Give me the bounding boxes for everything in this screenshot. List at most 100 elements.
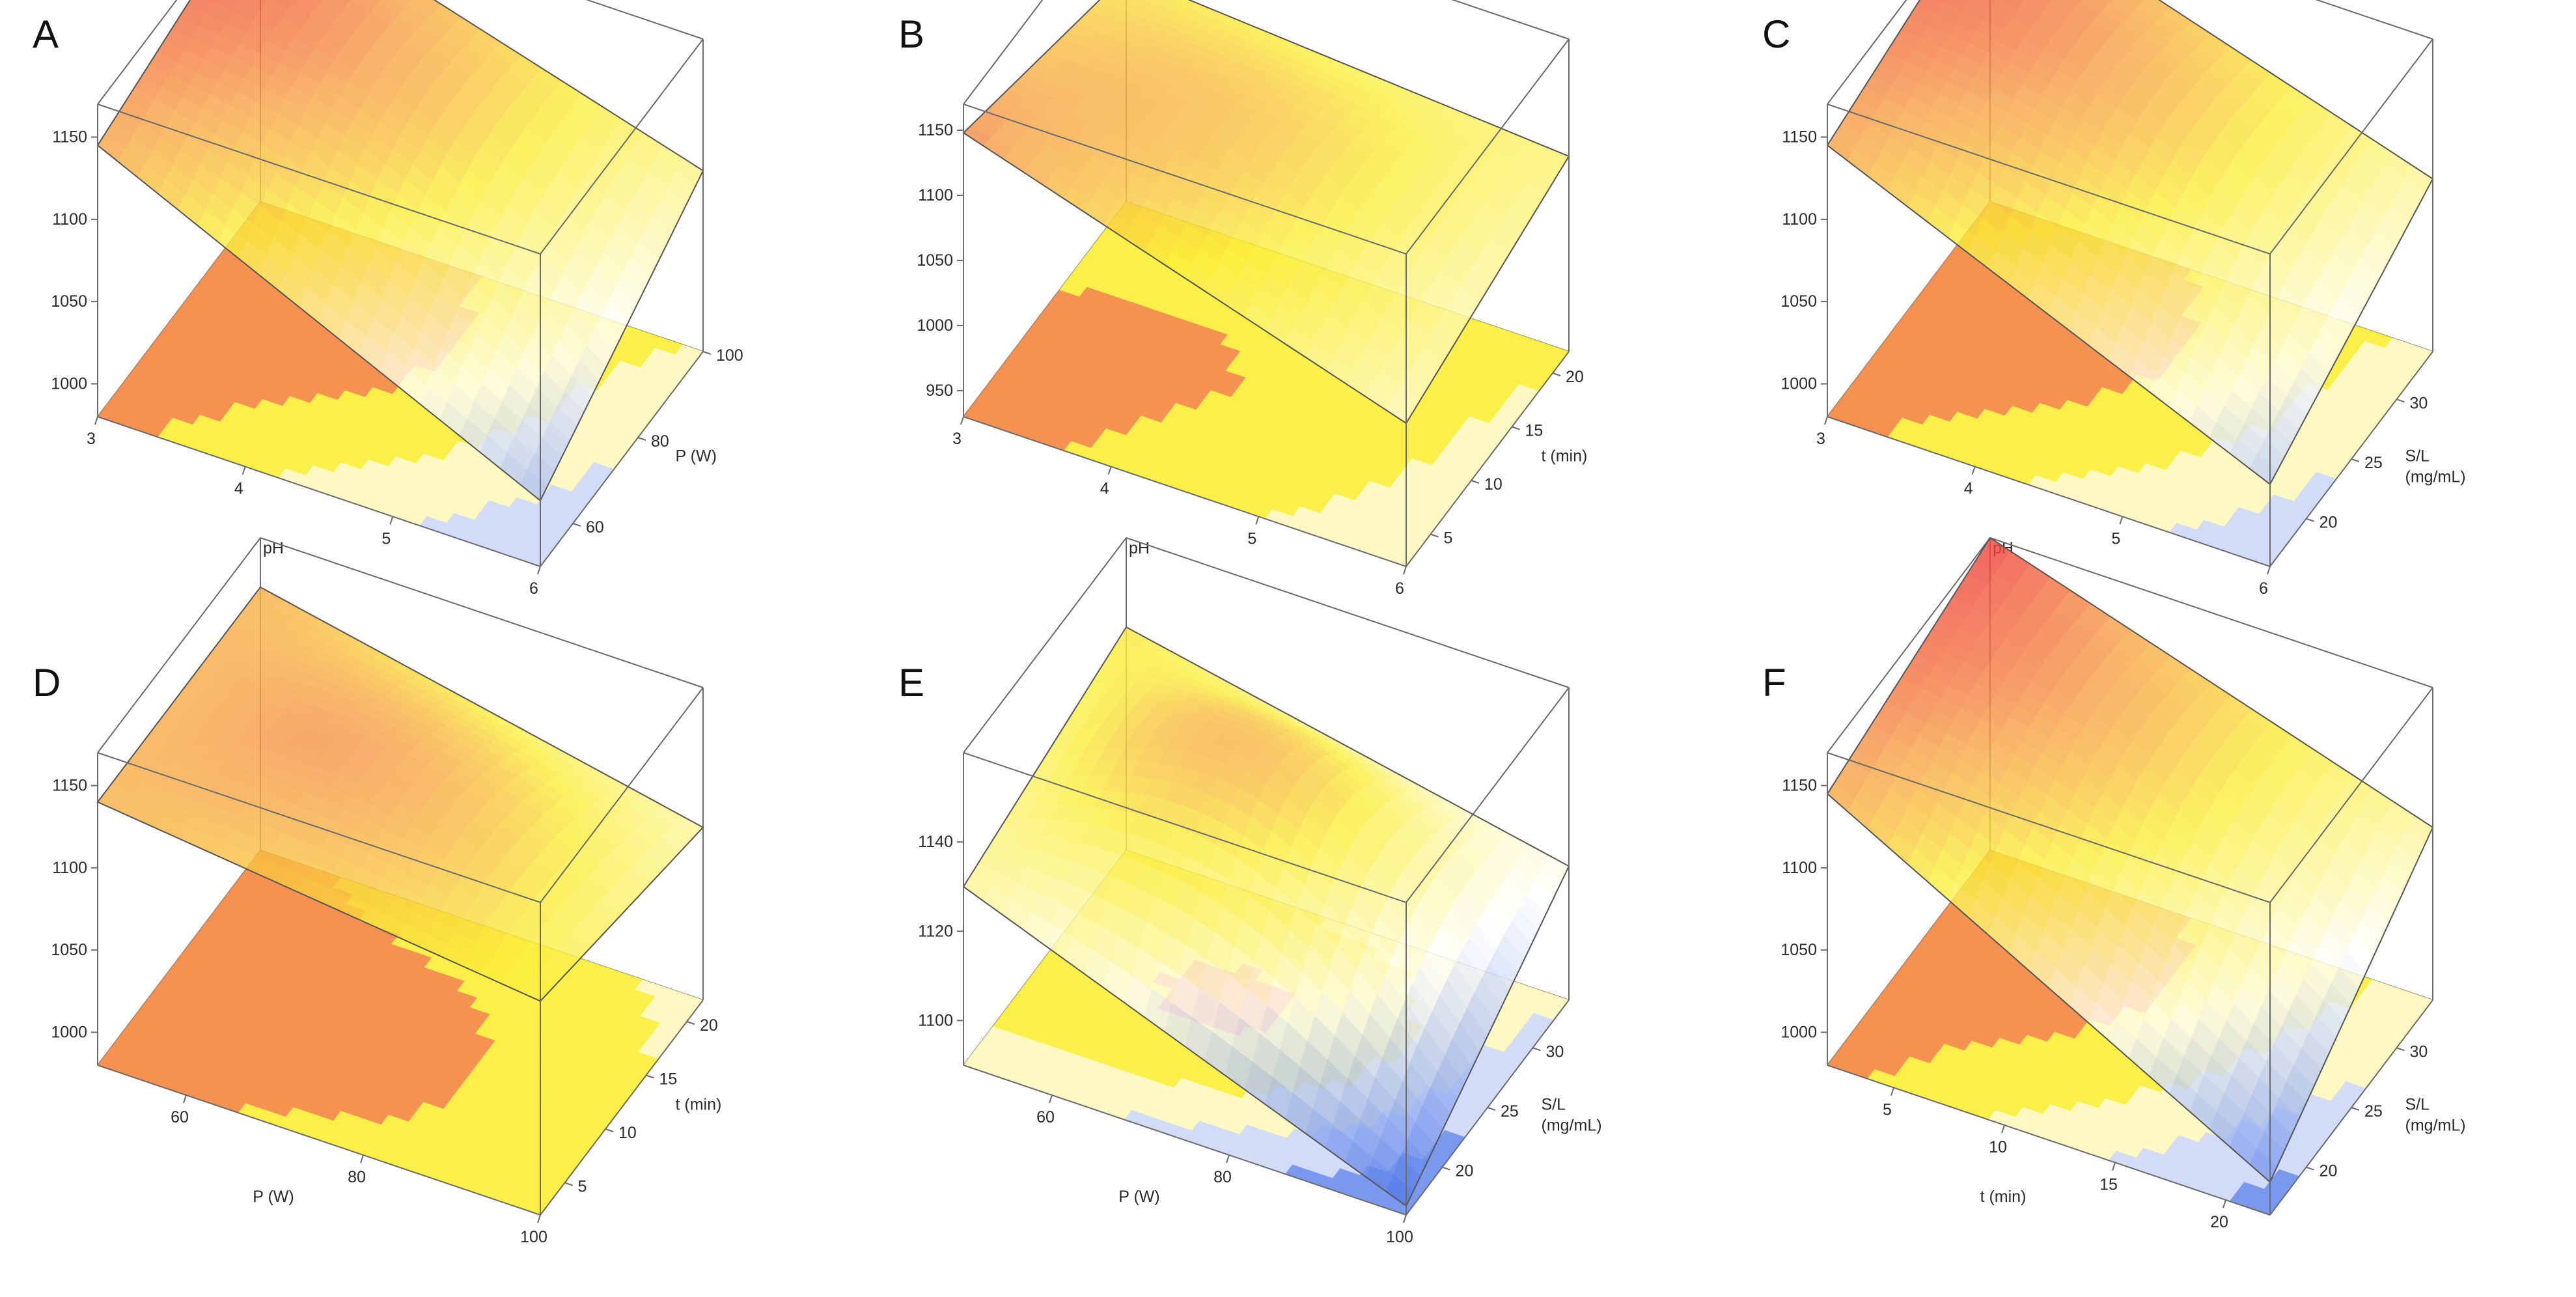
box-front-edges bbox=[97, 687, 704, 1216]
box-edge bbox=[963, 416, 1407, 567]
x-tick-mark bbox=[537, 566, 541, 575]
panel-letter: C bbox=[1762, 12, 1791, 56]
y-tick-mark bbox=[605, 1128, 614, 1132]
y-axis-label-line: S/L bbox=[2405, 447, 2430, 466]
x-tick-mark bbox=[389, 516, 394, 525]
y-tick-mark bbox=[1430, 533, 1439, 538]
z-tick-label: 1050 bbox=[917, 251, 953, 270]
z-tick-label: 1050 bbox=[1780, 292, 1817, 311]
surface-cell bbox=[1943, 0, 1972, 12]
y-tick-mark bbox=[702, 351, 712, 355]
surface-cell bbox=[395, 0, 414, 7]
surface-cell bbox=[1115, 0, 1128, 3]
y-axis-label-line: t (min) bbox=[1542, 447, 1588, 466]
z-tick-label: 1050 bbox=[51, 941, 87, 959]
y-tick-label: 10 bbox=[618, 1124, 637, 1142]
box-edge bbox=[540, 351, 704, 567]
z-tick-label: 1150 bbox=[52, 128, 87, 146]
y-tick-label: 30 bbox=[2409, 394, 2428, 412]
y-tick-label: 80 bbox=[651, 432, 669, 451]
x-tick-label: 6 bbox=[1395, 579, 1404, 598]
box-edge bbox=[97, 1065, 541, 1216]
box-edge bbox=[963, 0, 1044, 105]
contour-floor bbox=[97, 850, 704, 1216]
z-tick-label: 1100 bbox=[52, 859, 87, 877]
surface-cell bbox=[327, 0, 352, 9]
panel-d: 1000 1050 1100 1150 60 80 100 P (W) 5 10 15 20 t (mi… bbox=[0, 537, 859, 1297]
x-tick-mark bbox=[2119, 516, 2124, 525]
box-edge bbox=[1406, 38, 1570, 255]
box-edge bbox=[1827, 416, 2271, 567]
z-tick-label: 1100 bbox=[1782, 210, 1817, 229]
box-edge bbox=[97, 752, 541, 903]
box-front-edges bbox=[1827, 38, 2433, 567]
response-surface bbox=[97, 0, 704, 501]
box-edge bbox=[97, 0, 178, 105]
z-tick-label: 1150 bbox=[918, 121, 953, 139]
z-tick-label: 1100 bbox=[918, 186, 953, 204]
z-tick-label: 1150 bbox=[1782, 128, 1817, 146]
y-axis-label-line: t (min) bbox=[676, 1096, 722, 1114]
y-axis-label: t (min) bbox=[1542, 447, 1588, 466]
box-edge bbox=[540, 999, 704, 1216]
x-tick-mark bbox=[1107, 466, 1112, 475]
panel-e: 1100 1120 1140 60 80 100 P (W) 20 25 30 S/L (mg/mL)… bbox=[866, 537, 1724, 1297]
y-tick-mark bbox=[1512, 426, 1520, 430]
panel-letter: D bbox=[33, 661, 61, 704]
panel-c: 10001050110011503456pH202530S/L(mg/mL)C bbox=[1730, 0, 2576, 648]
x-tick-label: 60 bbox=[171, 1108, 189, 1126]
y-tick-mark bbox=[646, 1074, 654, 1079]
surface-cell bbox=[2140, 0, 2146, 3]
box-edge bbox=[963, 104, 1407, 255]
z-tick-label: 1050 bbox=[51, 292, 87, 311]
x-tick-label: 100 bbox=[520, 1228, 547, 1246]
y-tick-label: 10 bbox=[1484, 475, 1503, 494]
z-tick-label: 950 bbox=[926, 382, 953, 400]
y-tick-mark bbox=[2396, 398, 2405, 403]
x-tick-label: 3 bbox=[1816, 430, 1825, 448]
box-edge bbox=[1827, 104, 2271, 255]
x-tick-mark bbox=[960, 416, 964, 425]
y-axis-label: t (min) bbox=[676, 1096, 722, 1114]
y-tick-label: 15 bbox=[659, 1070, 678, 1089]
y-tick-label: 5 bbox=[578, 1178, 587, 1196]
box-edge bbox=[2269, 38, 2433, 255]
box-edge bbox=[260, 537, 704, 688]
surface-cell bbox=[1971, 0, 1998, 10]
response-surface bbox=[963, 0, 1570, 424]
x-tick-label: 5 bbox=[2111, 529, 2120, 548]
z-tick-label: 1000 bbox=[1780, 374, 1817, 393]
box-edge bbox=[1126, 537, 1570, 688]
box-edge bbox=[1406, 351, 1570, 567]
x-tick-mark bbox=[183, 1095, 187, 1104]
box-edge bbox=[97, 416, 541, 567]
y-axis-label: S/L (mg/mL) bbox=[2405, 447, 2466, 486]
x-tick-mark bbox=[1403, 566, 1407, 575]
surface-cell bbox=[1937, 0, 1946, 3]
surface-cell bbox=[2101, 0, 2113, 5]
box-edge bbox=[963, 537, 1127, 753]
box-edge bbox=[585, 0, 704, 40]
x-tick-label: 4 bbox=[1100, 480, 1109, 498]
x-tick-mark bbox=[1255, 516, 1260, 525]
x-tick-mark bbox=[537, 1214, 541, 1223]
y-axis-label-line: (mg/mL) bbox=[2405, 468, 2466, 486]
surface-plot-c: 10001050110011503456pH202530S/L(mg/mL) bbox=[1780, 0, 2466, 598]
surface-cell bbox=[301, 0, 323, 8]
y-tick-mark bbox=[564, 1182, 573, 1186]
y-tick-mark bbox=[686, 1021, 695, 1025]
x-tick-mark bbox=[2267, 566, 2271, 575]
z-tick-label: 1150 bbox=[52, 777, 87, 795]
y-tick-label: 20 bbox=[700, 1016, 718, 1035]
box-edge bbox=[97, 537, 261, 753]
z-tick-label: 1000 bbox=[51, 1023, 87, 1041]
x-tick-label: 80 bbox=[348, 1168, 366, 1186]
x-tick-label: 5 bbox=[381, 529, 391, 548]
y-axis-label: P (W) bbox=[676, 447, 717, 466]
box-edge bbox=[1451, 0, 1570, 40]
z-tick-label: 1000 bbox=[917, 316, 953, 335]
y-tick-label: 100 bbox=[716, 346, 743, 365]
